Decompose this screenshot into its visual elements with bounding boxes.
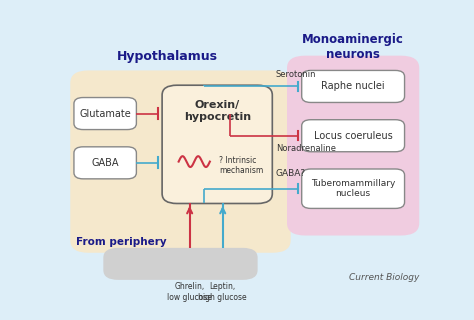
Text: Orexin/
hypocretin: Orexin/ hypocretin (183, 100, 251, 122)
Text: Leptin,
high glucose: Leptin, high glucose (199, 282, 247, 302)
FancyBboxPatch shape (301, 70, 405, 102)
FancyBboxPatch shape (301, 169, 405, 208)
Text: ? Intrinsic
mechanism: ? Intrinsic mechanism (219, 156, 263, 175)
Text: Current Biology: Current Biology (349, 273, 419, 282)
FancyBboxPatch shape (70, 70, 291, 253)
Text: Noradrenaline: Noradrenaline (276, 144, 336, 153)
Text: Hypothalamus: Hypothalamus (117, 50, 218, 63)
Text: Serotonin: Serotonin (276, 70, 317, 79)
FancyBboxPatch shape (103, 248, 258, 280)
Text: From periphery: From periphery (76, 237, 166, 247)
Text: GABA?: GABA? (276, 169, 306, 179)
Text: Ghrelin,
low glucose: Ghrelin, low glucose (167, 282, 212, 302)
FancyBboxPatch shape (74, 147, 137, 179)
FancyBboxPatch shape (74, 98, 137, 130)
Text: Glutamate: Glutamate (79, 108, 131, 118)
FancyBboxPatch shape (301, 120, 405, 152)
Text: Monoaminergic
neurons: Monoaminergic neurons (302, 33, 404, 61)
FancyBboxPatch shape (287, 56, 419, 236)
FancyBboxPatch shape (162, 85, 272, 204)
Text: Raphe nuclei: Raphe nuclei (321, 82, 385, 92)
Text: Locus coeruleus: Locus coeruleus (314, 131, 392, 141)
Text: GABA: GABA (91, 158, 119, 168)
Text: Tuberomammillary
nucleus: Tuberomammillary nucleus (311, 179, 395, 198)
